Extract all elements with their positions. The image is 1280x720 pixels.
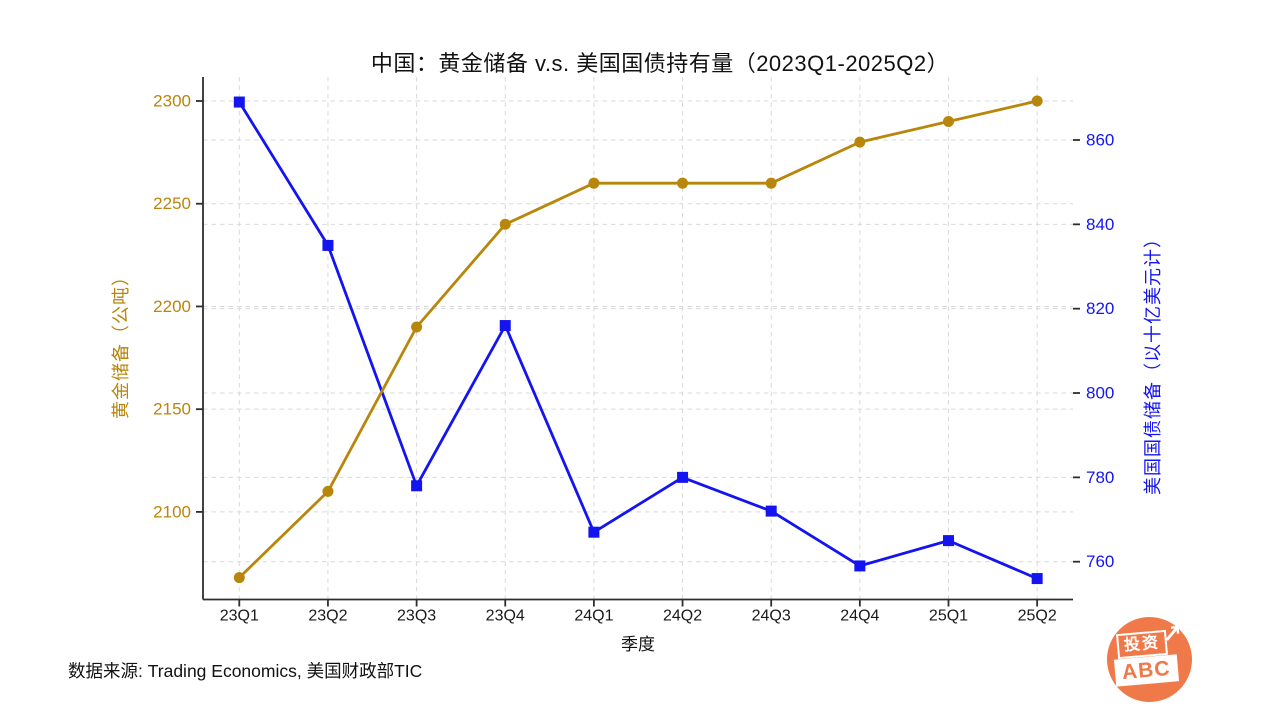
data-source-note: 数据来源: Trading Economics, 美国财政部TIC (68, 661, 423, 681)
treasury-series-marker-23Q3 (411, 480, 423, 492)
x-tick-label: 24Q2 (663, 608, 702, 625)
right-tick-label: 840 (1086, 215, 1114, 234)
treasury-series-marker-25Q2 (1031, 573, 1043, 585)
gold-series-marker-25Q2 (1031, 95, 1043, 107)
treasury-series-marker-24Q3 (765, 505, 777, 517)
gold-series-marker-25Q1 (943, 116, 954, 128)
gold-series-marker-24Q1 (588, 177, 600, 189)
right-tick-label: 800 (1086, 384, 1114, 403)
x-tick-label: 24Q3 (752, 608, 791, 625)
x-tick-label: 24Q1 (574, 608, 613, 625)
left-tick-label: 2200 (153, 297, 191, 316)
gold-series-marker-24Q3 (765, 177, 777, 189)
gold-series-marker-23Q1 (233, 572, 245, 584)
left-tick-label: 2100 (153, 502, 191, 521)
treasury-series-marker-23Q1 (233, 96, 245, 108)
arrow-up-right-icon: ↗ (1160, 620, 1184, 649)
right-tick-label: 780 (1086, 468, 1114, 487)
treasury-series-marker-23Q2 (322, 239, 334, 251)
treasury-series-marker-24Q4 (854, 560, 866, 572)
x-tick-label: 25Q1 (929, 608, 968, 625)
treasury-series-marker-25Q1 (943, 535, 954, 547)
treasury-series-marker-24Q1 (588, 526, 600, 538)
treasury-series-marker-23Q4 (499, 320, 511, 332)
logo-text-bottom: ABC (1113, 654, 1179, 687)
gold-series-marker-23Q3 (411, 321, 423, 333)
x-tick-label: 23Q3 (397, 608, 436, 625)
treasury-series-marker-24Q2 (677, 471, 689, 483)
x-tick-label: 23Q4 (486, 608, 525, 625)
gold-series-line (238, 99, 1038, 579)
gold-series-marker-23Q4 (499, 218, 511, 230)
x-tick-label: 23Q2 (308, 608, 347, 625)
x-tick-label: 24Q4 (840, 608, 879, 625)
chart-title: 中国：黄金储备 v.s. 美国国债持有量（2023Q1-2025Q2） (370, 51, 950, 76)
logo-circle: 投资 ↗ ABC (1107, 617, 1192, 702)
right-tick-label: 760 (1086, 552, 1114, 571)
right-tick-label: 820 (1086, 299, 1114, 318)
gold-series-marker-23Q2 (322, 485, 334, 497)
x-tick-label: 25Q2 (1018, 608, 1057, 625)
x-tick-label: 23Q1 (220, 608, 259, 625)
gold-series-marker-24Q4 (854, 136, 866, 148)
brand-logo: 投资 ↗ ABC (1107, 617, 1192, 702)
treasury-series-line (238, 101, 1038, 580)
left-axis-title: 黄金储备（公吨） (111, 267, 131, 419)
right-tick-label: 860 (1086, 131, 1114, 150)
x-axis-title: 季度 (621, 635, 655, 654)
left-tick-label: 2250 (153, 194, 191, 213)
gold-series-marker-24Q2 (677, 177, 689, 189)
left-tick-label: 2150 (153, 400, 191, 419)
right-axis-title: 美国国债储备（以十亿美元计） (1143, 229, 1163, 495)
left-tick-label: 2300 (153, 92, 191, 111)
